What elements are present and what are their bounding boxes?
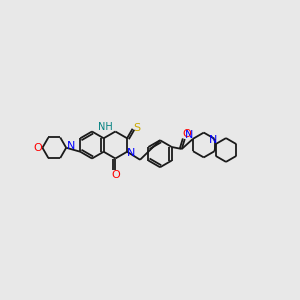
Text: O: O: [33, 143, 42, 153]
Text: NH: NH: [98, 122, 112, 131]
Text: S: S: [133, 123, 140, 133]
Text: O: O: [111, 169, 120, 179]
Text: N: N: [127, 148, 135, 158]
Text: N: N: [185, 130, 193, 140]
Text: N: N: [208, 135, 217, 145]
Text: N: N: [67, 141, 75, 151]
Text: O: O: [182, 129, 191, 139]
